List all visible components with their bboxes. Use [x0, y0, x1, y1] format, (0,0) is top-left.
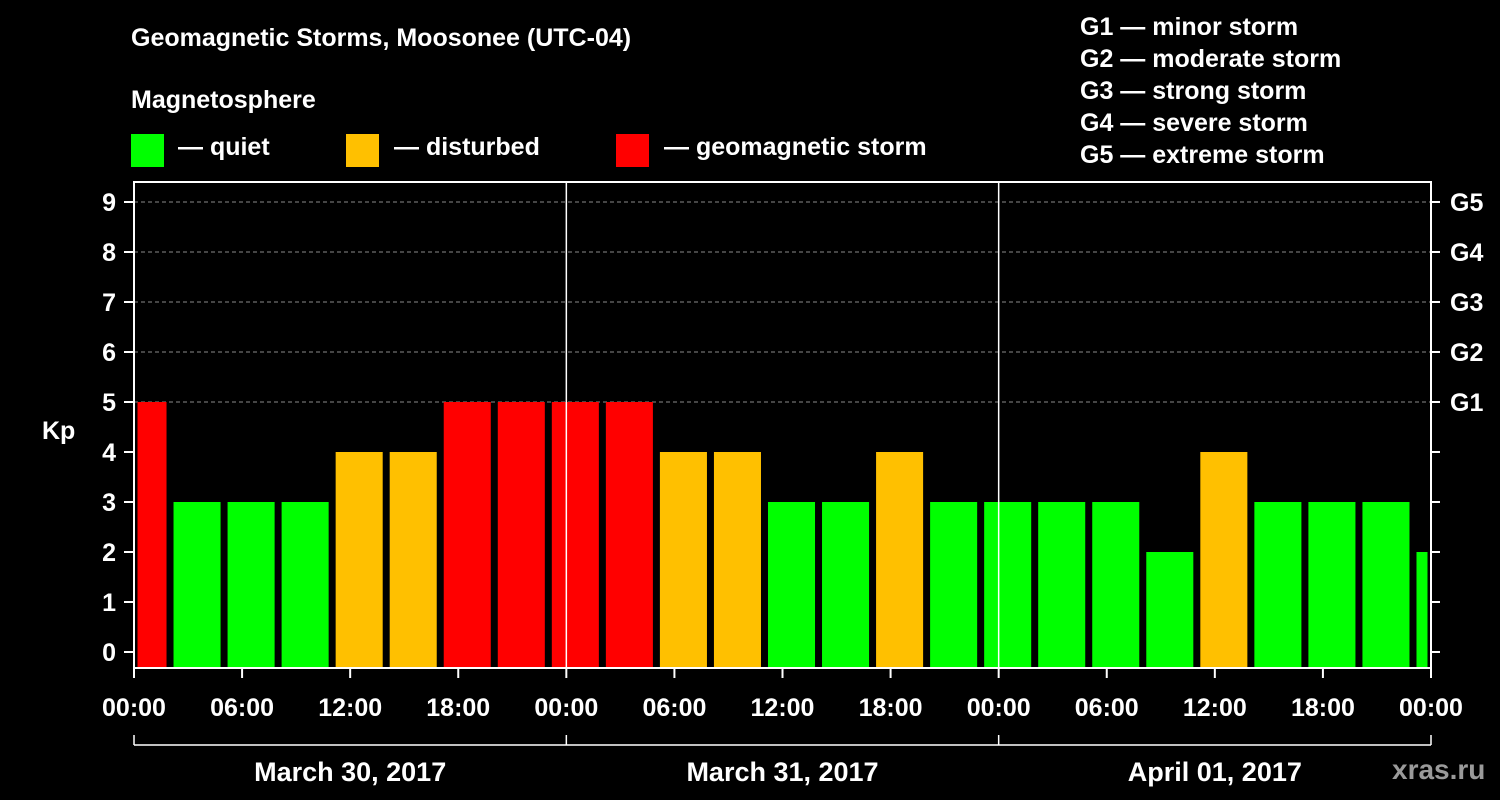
- y-tick-label: 6: [102, 339, 116, 367]
- y-tick-label: 2: [102, 539, 116, 567]
- x-tick-label: 06:00: [1075, 694, 1139, 722]
- date-label: April 01, 2017: [1128, 757, 1302, 787]
- kp-bar: [1254, 502, 1302, 668]
- kp-bar: [876, 452, 924, 668]
- kp-bar: [713, 452, 761, 668]
- x-tick-label: 00:00: [534, 694, 598, 722]
- x-tick-label: 18:00: [859, 694, 923, 722]
- kp-bar: [1038, 502, 1086, 668]
- x-tick-label: 06:00: [210, 694, 274, 722]
- g-scale-label: G4: [1450, 239, 1483, 267]
- kp-bar: [1146, 552, 1194, 668]
- kp-bar: [1092, 502, 1140, 668]
- kp-bar: [173, 502, 221, 668]
- g-legend-g1: G1 — minor storm: [1080, 13, 1299, 41]
- kp-bar: [1308, 502, 1356, 668]
- watermark: xras.ru: [1392, 754, 1486, 785]
- kp-bar: [1416, 552, 1428, 668]
- x-tick-label: 18:00: [426, 694, 490, 722]
- y-axis-label: Kp: [42, 417, 75, 445]
- kp-bar: [137, 402, 167, 668]
- y-tick-label: 7: [102, 289, 116, 317]
- legend-swatch-storm: [616, 134, 649, 167]
- kp-bar: [1362, 502, 1410, 668]
- g-scale-label: G3: [1450, 289, 1483, 317]
- legend-label-quiet: — quiet: [178, 133, 270, 161]
- kp-bar: [497, 402, 545, 668]
- y-tick-label: 5: [102, 389, 116, 417]
- g-scale-label: G2: [1450, 339, 1483, 367]
- g-scale-label: G1: [1450, 389, 1483, 417]
- kp-bar: [443, 402, 491, 668]
- kp-bar: [984, 502, 1032, 668]
- kp-bar: [227, 502, 275, 668]
- kp-bar: [605, 402, 653, 668]
- chart-title: Geomagnetic Storms, Moosonee (UTC-04): [131, 24, 632, 52]
- x-tick-label: 12:00: [1183, 694, 1247, 722]
- x-tick-label: 12:00: [318, 694, 382, 722]
- kp-bar: [389, 452, 437, 668]
- kp-bar: [1200, 452, 1248, 668]
- x-tick-label: 06:00: [642, 694, 706, 722]
- kp-bar: [281, 502, 329, 668]
- g-legend-g5: G5 — extreme storm: [1080, 141, 1325, 169]
- g-scale-label: G5: [1450, 189, 1483, 217]
- x-tick-label: 00:00: [967, 694, 1031, 722]
- y-tick-label: 4: [102, 439, 116, 467]
- kp-bar: [335, 452, 383, 668]
- y-tick-label: 0: [102, 639, 116, 667]
- g-legend-g3: G3 — strong storm: [1080, 77, 1307, 105]
- magnetosphere-label: Magnetosphere: [131, 86, 316, 114]
- g-legend-g2: G2 — moderate storm: [1080, 45, 1342, 73]
- x-tick-label: 18:00: [1291, 694, 1355, 722]
- kp-bar: [767, 502, 816, 668]
- kp-bar: [551, 402, 599, 668]
- kp-bar: [930, 502, 978, 668]
- y-tick-label: 8: [102, 239, 116, 267]
- y-tick-label: 1: [102, 589, 116, 617]
- legend-swatch-quiet: [131, 134, 164, 167]
- kp-bar: [659, 452, 707, 668]
- legend-label-storm: — geomagnetic storm: [664, 133, 927, 161]
- x-tick-label: 12:00: [751, 694, 815, 722]
- date-label: March 31, 2017: [686, 757, 878, 787]
- y-tick-label: 9: [102, 189, 116, 217]
- legend-label-disturbed: — disturbed: [394, 133, 540, 161]
- date-label: March 30, 2017: [254, 757, 446, 787]
- y-tick-label: 3: [102, 489, 116, 517]
- kp-bar: [822, 502, 870, 668]
- legend-swatch-disturbed: [346, 134, 379, 167]
- g-legend-g4: G4 — severe storm: [1080, 109, 1308, 137]
- x-tick-label: 00:00: [1399, 694, 1463, 722]
- x-tick-label: 00:00: [102, 694, 166, 722]
